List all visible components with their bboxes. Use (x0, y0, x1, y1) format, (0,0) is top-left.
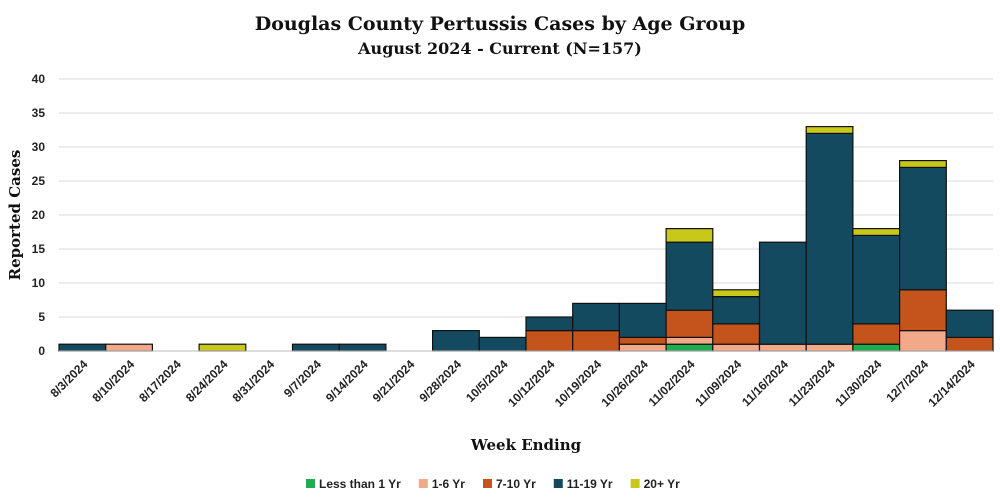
bar-segment (58, 343, 107, 352)
legend-swatch (630, 479, 640, 488)
x-tick-label: 11/16/2024 (739, 357, 791, 409)
bar-segment (525, 316, 574, 332)
bar-segment (945, 336, 994, 352)
bar-segment (898, 166, 947, 291)
bar-segment (478, 336, 527, 352)
x-tick-label: 8/17/2024 (136, 357, 184, 405)
bar-segment (432, 330, 480, 352)
bar-segment (805, 125, 854, 134)
bar-segment (852, 234, 901, 325)
x-tick-label: 10/19/2024 (552, 357, 605, 410)
legend-label: 11-19 Yr (567, 477, 613, 491)
y-tick-label: 0 (38, 344, 45, 358)
gridlines (59, 78, 993, 318)
legend-item: 7-10 Yr (482, 477, 536, 491)
bar-segment (898, 160, 947, 169)
y-axis-label: Reported Cases (6, 150, 24, 281)
bar-segment (852, 343, 901, 352)
x-tick-label: 8/24/2024 (183, 357, 231, 405)
bar-segment (665, 241, 714, 311)
bar-segment (618, 336, 667, 345)
bar-segment (665, 228, 714, 243)
bar-segment (712, 289, 761, 298)
chart-title: Douglas County Pertussis Cases by Age Gr… (255, 13, 746, 35)
y-tick-label: 40 (32, 72, 46, 86)
bar-segment (898, 289, 947, 332)
bar-segment (712, 323, 761, 345)
x-tick-label: 10/26/2024 (599, 357, 652, 410)
bar-segment (945, 309, 994, 339)
legend: Less than 1 Yr 1-6 Yr 7-10 Yr 11-19 Yr 20+ Y… (306, 477, 680, 491)
legend-swatch (306, 479, 315, 488)
bar-segment (105, 343, 153, 352)
legend-swatch (553, 479, 563, 488)
legend-item: 20+ Yr (630, 477, 680, 491)
x-tick-label: 9/21/2024 (370, 357, 418, 405)
bar-segment (665, 336, 714, 345)
x-tick-label: 11/30/2024 (832, 357, 884, 409)
x-tick-label: 12/7/2024 (883, 357, 931, 405)
x-axis-label: Week Ending (470, 436, 582, 454)
bar-segment (618, 302, 667, 338)
y-tick-label: 10 (32, 276, 46, 290)
y-tick-label: 5 (38, 310, 45, 324)
bars (58, 125, 994, 352)
y-tick-label: 35 (32, 106, 46, 120)
bar-segment (898, 330, 947, 352)
bar-segment (805, 132, 854, 345)
bar-segment (338, 343, 387, 352)
y-tick-label: 20 (32, 208, 46, 222)
chart-subtitle: August 2024 - Current (N=157) (357, 39, 642, 58)
legend-label: 1-6 Yr (432, 477, 465, 491)
bar-segment (852, 228, 901, 237)
legend-swatch (418, 479, 428, 488)
legend-swatch (482, 479, 492, 488)
bar-segment (665, 343, 714, 352)
bar-segment (572, 330, 621, 352)
x-tick-label: 9/7/2024 (281, 357, 324, 400)
legend-label: Less than 1 Yr (319, 477, 401, 491)
y-tick-label: 15 (32, 242, 46, 256)
bar-segment (805, 343, 854, 352)
bar-segment (665, 309, 714, 339)
bar-segment (291, 343, 340, 352)
y-tick-label: 25 (32, 174, 46, 188)
legend-item: 11-19 Yr (553, 477, 613, 491)
x-tick-label: 9/14/2024 (323, 357, 371, 405)
x-tick-label: 8/3/2024 (48, 357, 91, 400)
x-tick-label: 8/10/2024 (90, 357, 138, 405)
legend-label: 7-10 Yr (496, 477, 536, 491)
x-tick-label: 10/12/2024 (505, 357, 558, 410)
legend-label: 20+ Yr (644, 477, 680, 491)
bar-segment (758, 241, 807, 345)
bar-segment (198, 343, 247, 352)
x-tick-label: 11/02/2024 (646, 357, 698, 409)
bar-segment (525, 330, 574, 352)
bar-segment (712, 343, 761, 352)
y-tick-label: 30 (32, 140, 46, 154)
x-tick-label: 9/28/2024 (416, 357, 464, 405)
x-tick-label: 11/09/2024 (692, 357, 744, 409)
bar-segment (712, 296, 761, 325)
y-axis-ticks: 0 5 10 15 20 25 30 35 40 (32, 72, 46, 358)
legend-item: 1-6 Yr (418, 477, 465, 491)
x-tick-label: 8/31/2024 (230, 357, 278, 405)
bar-segment (852, 323, 901, 345)
x-tick-label: 11/23/2024 (786, 357, 838, 409)
bar-segment (758, 343, 807, 352)
x-tick-label: 10/5/2024 (463, 357, 511, 405)
x-tick-label: 12/14/2024 (925, 357, 978, 410)
bar-segment (618, 343, 667, 352)
x-axis-ticks: 8/3/2024 8/10/2024 8/17/2024 8/24/2024 8/31/… (48, 357, 978, 410)
bar-segment (572, 302, 621, 332)
legend-item: Less than 1 Yr (306, 477, 401, 491)
